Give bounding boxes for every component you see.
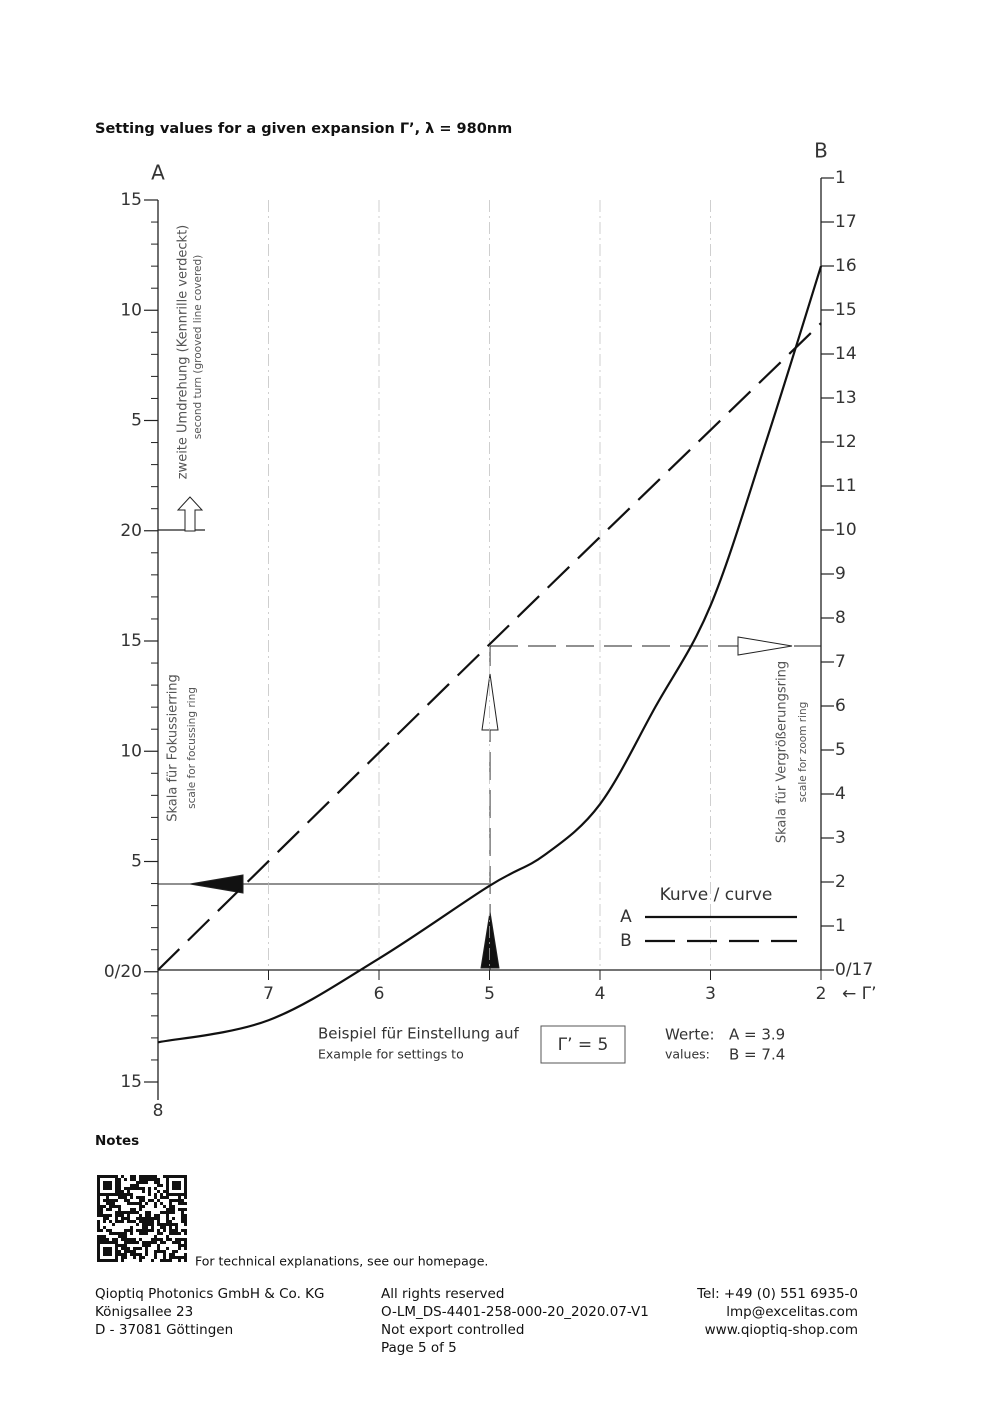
footer-middle: O-LM_DS-4401-258-000-20_2020.07-V1 (381, 1304, 649, 1320)
x-tick-label: 2 (816, 984, 827, 1004)
example-box (540, 1025, 626, 1064)
y2-tick-label: 16 (835, 256, 857, 276)
y2-tick-label: 5 (835, 740, 846, 760)
x-tick-label: 7 (263, 984, 274, 1004)
legend-title: Kurve / curve (660, 885, 773, 905)
y2-tick-label: 17 (835, 212, 857, 232)
footer-right: lmp@excelitas.com (726, 1304, 858, 1320)
notes-text: For technical explanations, see our home… (195, 1254, 488, 1269)
y2-tick-label: 13 (835, 388, 857, 408)
y2-tick-label: 6 (835, 696, 846, 716)
x-tick-label: 6 (374, 984, 385, 1004)
qr-modules (97, 1175, 187, 1262)
x-tick-label: 4 (595, 984, 606, 1004)
series-line (157, 265, 823, 1044)
value-a: A = 3.9 (729, 1026, 785, 1044)
y-tick-label: 5 (131, 411, 142, 431)
footer-left: D - 37081 Göttingen (95, 1322, 233, 1338)
footer-right: Tel: +49 (0) 551 6935-0 (696, 1286, 858, 1302)
footer-middle: Page 5 of 5 (381, 1340, 457, 1356)
example-de: Beispiel für Einstellung auf (318, 1025, 519, 1043)
example-guides (158, 496, 821, 970)
y2-tick-label: 12 (835, 432, 857, 452)
x-tick-label: 5 (484, 984, 495, 1004)
notes-heading: Notes (95, 1133, 139, 1149)
y2-tick-label: 1 (835, 168, 846, 188)
y-tick-label: 10 (120, 300, 142, 320)
y-tick-label: 0/20 (104, 962, 142, 982)
y2-axis-label: B (814, 139, 828, 163)
y-tick-label: 10 (120, 741, 142, 761)
y-axis-label: A (151, 161, 165, 185)
left-note: zweite Umdrehung (Kennrille verdeckt) (176, 225, 191, 480)
footer-middle: All rights reserved (381, 1286, 504, 1302)
example-en: Example for settings to (318, 1047, 464, 1062)
x-axis-label: ← Γ’ (842, 984, 877, 1004)
values-en: values: (665, 1047, 710, 1062)
values-de: Werte: (665, 1026, 715, 1044)
x-tick-label: 8 (153, 1101, 164, 1121)
y2-tick-label: 7 (835, 652, 846, 672)
right-scale: Skala für Vergrößerungsring (775, 661, 790, 843)
legend-label: B (620, 931, 632, 951)
y2-tick-label: 4 (835, 784, 846, 804)
left-scale-en: scale for focussing ring (186, 687, 198, 809)
x-tick-label: 3 (705, 984, 716, 1004)
y2-tick-label: 3 (835, 828, 846, 848)
footer-left: Königsallee 23 (95, 1304, 193, 1320)
footer-right: www.qioptiq-shop.com (705, 1322, 858, 1338)
y2-tick-label: 9 (835, 564, 846, 584)
right-scale-en: scale for zoom ring (797, 702, 809, 803)
footer-left: Qioptiq Photonics GmbH & Co. KG (95, 1286, 324, 1302)
left-scale: Skala für Fokussierring (166, 674, 181, 822)
y2-tick-label: 0/17 (835, 960, 873, 980)
y2-tick-label: 11 (835, 476, 857, 496)
y2-tick-label: 1 (835, 916, 846, 936)
y2-tick-label: 15 (835, 300, 857, 320)
y-tick-label: 15 (120, 1072, 142, 1092)
footer-middle: Not export controlled (381, 1322, 524, 1338)
y2-tick-label: 10 (835, 520, 857, 540)
series-line (157, 322, 822, 971)
legend-label: A (620, 907, 632, 927)
y2-tick-label: 2 (835, 872, 846, 892)
y-tick-label: 20 (120, 521, 142, 541)
y2-tick-label: 14 (835, 344, 857, 364)
page-title: Setting values for a given expansion Γ’,… (95, 121, 512, 137)
left-note-en: second turn (grooved line covered) (192, 255, 204, 440)
y-tick-label: 5 (131, 852, 142, 872)
value-b: B = 7.4 (729, 1046, 785, 1064)
y2-tick-label: 8 (835, 608, 846, 628)
example-setting: Γ’ = 5 (558, 1035, 609, 1055)
y-tick-label: 15 (120, 631, 142, 651)
y-tick-label: 15 (120, 190, 142, 210)
footer: Qioptiq Photonics GmbH & Co. KG Königsall… (95, 1286, 858, 1356)
